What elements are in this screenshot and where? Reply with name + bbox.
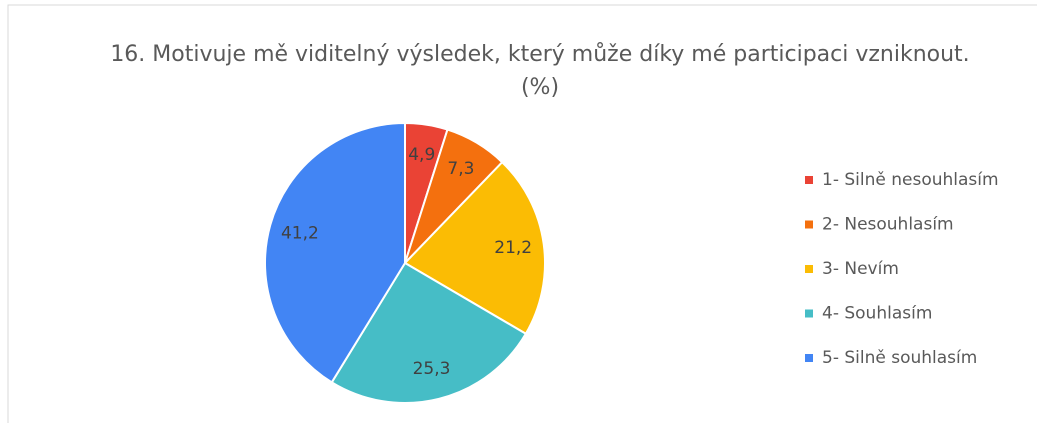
- pie-slice: [264, 121, 406, 384]
- pie-slice: [403, 160, 546, 336]
- chart-title: 16. Motivuje mě viditelný výsledek, kter…: [110, 42, 970, 100]
- data-label: 4,9: [408, 145, 435, 165]
- legend-label: 1- Silně nesouhlasím: [822, 170, 999, 190]
- legend-label: 5- Silně souhlasím: [822, 348, 977, 368]
- legend-swatch: [805, 265, 813, 273]
- legend-label: 3- Nevím: [822, 259, 899, 279]
- legend-label: 2- Nesouhlasím: [822, 215, 954, 235]
- data-label: 25,3: [413, 359, 451, 379]
- pie-slice: [330, 261, 528, 404]
- legend-swatch: [805, 220, 813, 229]
- data-label: 41,2: [281, 223, 319, 243]
- legend-swatch: [805, 309, 813, 318]
- legend-swatch: [805, 176, 813, 184]
- legend-label: 4- Souhlasím: [822, 304, 932, 324]
- data-label: 21,2: [494, 238, 532, 258]
- chart-frame: [7, 4, 1037, 423]
- legend-swatch: [805, 354, 813, 362]
- data-label: 7,3: [447, 159, 474, 179]
